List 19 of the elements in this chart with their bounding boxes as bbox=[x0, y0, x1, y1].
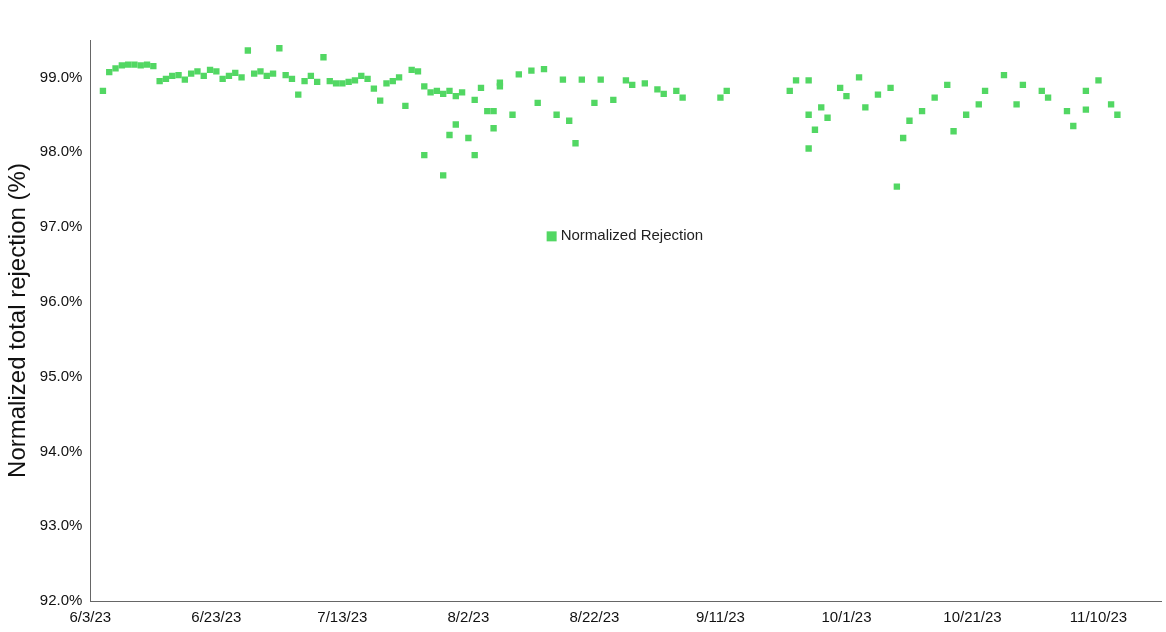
y-axis-title: Normalized total rejection (%) bbox=[3, 163, 31, 478]
y-tick-label: 99.0% bbox=[39, 67, 83, 85]
y-tick-label: 95.0% bbox=[39, 366, 83, 384]
x-tick-label: 6/3/23 bbox=[69, 608, 112, 626]
y-tick-label: 93.0% bbox=[39, 516, 83, 534]
x-tick-label: 10/21/23 bbox=[943, 608, 1002, 626]
y-tick-label: 98.0% bbox=[39, 142, 83, 160]
y-tick-label: 96.0% bbox=[39, 291, 83, 309]
x-tick-label: 9/11/23 bbox=[695, 608, 745, 626]
legend-label: Normalized Rejection bbox=[560, 226, 704, 244]
y-tick-label: 92.0% bbox=[39, 591, 83, 609]
x-tick-label: 8/2/23 bbox=[447, 608, 490, 626]
x-tick-label: 10/1/23 bbox=[821, 608, 872, 626]
y-tick-label: 97.0% bbox=[39, 217, 83, 235]
x-tick-label: 6/23/23 bbox=[191, 608, 242, 626]
x-tick-label: 11/10/23 bbox=[1069, 608, 1128, 626]
x-tick-label: 7/13/23 bbox=[317, 608, 368, 626]
x-tick-label: 8/22/23 bbox=[569, 608, 620, 626]
y-tick-label: 94.0% bbox=[39, 441, 83, 459]
